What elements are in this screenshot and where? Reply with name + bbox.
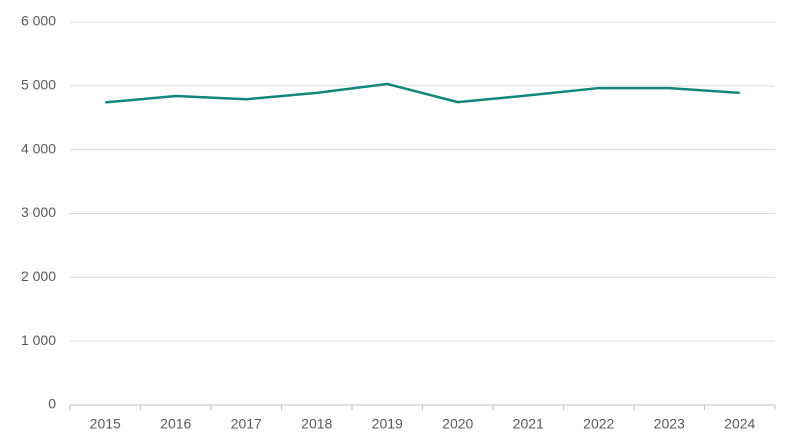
x-tick-label: 2021 [513,416,544,432]
x-tick-label: 2020 [442,416,473,432]
x-tick-label: 2016 [160,416,191,432]
x-tick-label: 2024 [724,416,755,432]
x-tick-label: 2019 [372,416,403,432]
x-tick-label: 2023 [654,416,685,432]
y-tick-label: 3 000 [21,204,56,220]
y-tick-label: 5 000 [21,77,56,93]
y-tick-label: 1 000 [21,332,56,348]
y-tick-label: 0 [48,396,56,412]
y-tick-label: 2 000 [21,268,56,284]
x-tick-label: 2022 [583,416,614,432]
y-tick-label: 4 000 [21,140,56,156]
x-tick-label: 2015 [90,416,121,432]
x-tick-label: 2018 [301,416,332,432]
x-tick-label: 2017 [231,416,262,432]
y-tick-label: 6 000 [21,13,56,29]
data-line [105,82,740,104]
